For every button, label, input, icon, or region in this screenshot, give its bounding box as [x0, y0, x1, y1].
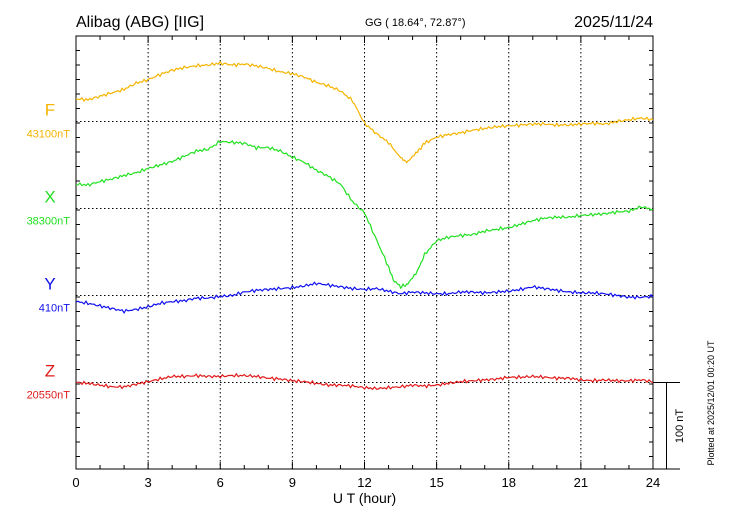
x-tick-label: 0 [72, 475, 79, 490]
station-title: Alibag (ABG) [IIG] [76, 14, 204, 31]
series-baseline-f: 43100nT [27, 129, 71, 141]
series-name-f: F [45, 101, 55, 120]
x-tick-label: 24 [646, 475, 660, 490]
x-tick-label: 6 [217, 475, 224, 490]
series-name-z: Z [45, 362, 55, 381]
x-tick-label: 18 [502, 475, 516, 490]
series-name-x: X [44, 188, 55, 207]
coords-label: GG ( 18.64°, 72.87°) [365, 17, 466, 29]
x-tick-label: 9 [289, 475, 296, 490]
series-baseline-z: 20550nT [27, 390, 71, 402]
series-line-z [75, 372, 654, 391]
scale-bar: 100 nT [653, 382, 686, 470]
series-labels: F 43100nT X 38300nT Y 410nT Z 20550nT [27, 101, 71, 402]
x-tick-label: 21 [574, 475, 588, 490]
series-baseline-y: 410nT [39, 303, 70, 315]
date-label: 2025/11/24 [574, 14, 653, 31]
x-axis-label: U T (hour) [333, 490, 396, 506]
x-tick-labels: 0 3 6 9 12 15 18 21 24 [72, 475, 660, 490]
series-line-y [75, 281, 654, 315]
x-tick-label: 12 [357, 475, 371, 490]
series-line-x [76, 139, 654, 290]
x-tick-label: 15 [429, 475, 443, 490]
series-lines [75, 60, 654, 391]
series-line-f [75, 60, 654, 164]
series-baseline-x: 38300nT [27, 216, 71, 228]
axis-ticks [75, 36, 654, 469]
grid-lines [76, 36, 653, 469]
series-name-y: Y [44, 275, 55, 294]
scale-bar-label: 100 nT [674, 409, 686, 444]
x-tick-label: 3 [145, 475, 152, 490]
plotted-at-label: Plotted at 2025/12/01 00:20 UT [706, 340, 716, 466]
